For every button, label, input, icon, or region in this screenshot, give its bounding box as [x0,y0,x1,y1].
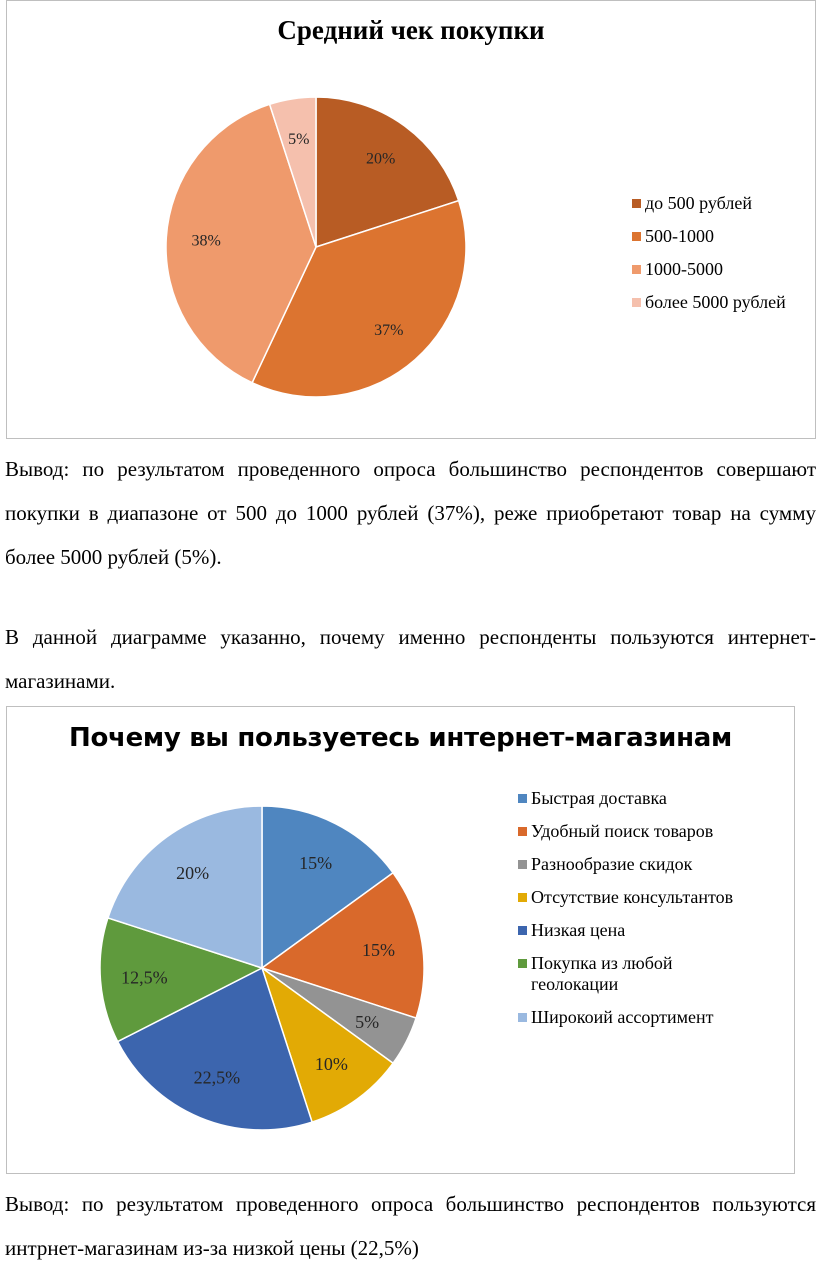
pie-data-label: 12,5% [121,968,168,988]
legend-label: Широкоий ассортимент [531,1007,714,1027]
intro-paragraph: В данной диаграмме указанно, почему имен… [5,625,816,693]
pie-data-label: 5% [288,131,309,148]
legend-swatch [518,959,527,968]
pie-slice [165,103,317,384]
pie-data-label: 20% [176,863,209,883]
legend-item: до 500 рублей [632,193,786,214]
legend-item: Разнообразие скидок [518,854,733,875]
pie-data-label: 38% [192,233,221,250]
pie-slice [260,966,395,1124]
pie-slice [106,805,263,970]
legend-swatch [518,860,527,869]
legend-swatch [632,298,641,307]
legend-label: Разнообразие скидок [531,854,693,874]
legend-label: Удобный поиск товаров [531,821,714,841]
pie-chart: 20% 37% 38% 5% [165,96,467,398]
legend-label: Быстрая доставка [531,788,667,808]
pie-data-label: 20% [366,151,395,168]
chart-average-check: Средний чек покупки 20% 37% 38% 5% [6,0,816,439]
pie-slice [260,871,425,1020]
legend-swatch [518,794,527,803]
conclusion-paragraph: Вывод: по результатом проведенного опрос… [5,457,816,569]
legend-item: 1000-5000 [632,259,786,280]
legend-item: Отсутствие консультантов [518,887,733,908]
legend-swatch [518,893,527,902]
legend-item: более 5000 рублей [632,292,786,313]
legend-swatch [518,827,527,836]
legend-swatch [632,265,641,274]
pie-data-label: 37% [374,322,403,339]
legend-label: более 5000 рублей [645,292,786,312]
legend-item: Широкоий ассортимент [518,1007,733,1028]
legend-label: 500-1000 [645,226,714,246]
legend-swatch [518,926,527,935]
legend-label: Низкая цена [531,920,626,940]
chart-legend: до 500 рублей 500-1000 1000-5000 более 5000… [632,193,786,325]
legend-label: 1000-5000 [645,259,723,279]
pie-slice [268,96,317,248]
pie-data-label: 5% [355,1012,379,1032]
legend-item: 500-1000 [632,226,786,247]
chart-title: Почему вы пользуетесь интернет-магазинам [69,723,732,753]
chart-title: Средний чек покупки [277,15,545,45]
legend-item: Низкая цена [518,920,733,941]
pie-slice [99,916,264,1043]
legend-label: Покупка из любой геолокации [531,953,673,994]
legend-item: Покупка из любой геолокации [518,953,711,995]
legend-swatch [632,199,641,208]
pie-data-label: 10% [315,1054,348,1074]
legend-item: Быстрая доставка [518,788,733,809]
pie-slice [315,96,460,249]
conclusion-paragraph: Вывод: по результатом проведенного опрос… [5,1192,816,1260]
chart-why-online-shops: Почему вы пользуетесь интернет-магазинам… [6,706,795,1174]
pie-data-label: 15% [362,940,395,960]
legend-swatch [518,1013,527,1022]
legend-swatch [632,232,641,241]
chart-legend: Быстрая доставка Удобный поиск товаров Раз… [518,788,733,1040]
legend-label: до 500 рублей [645,193,752,213]
pie-data-label: 22,5% [194,1067,241,1087]
pie-slice [116,966,314,1131]
pie-slice [261,805,395,970]
pie-slice [251,199,467,398]
legend-label: Отсутствие консультантов [531,887,734,907]
pie-data-label: 15% [299,853,332,873]
legend-item: Удобный поиск товаров [518,821,733,842]
pie-chart: 15% 15% 5% 10% 22,5% 12,5% 20% [99,805,425,1131]
